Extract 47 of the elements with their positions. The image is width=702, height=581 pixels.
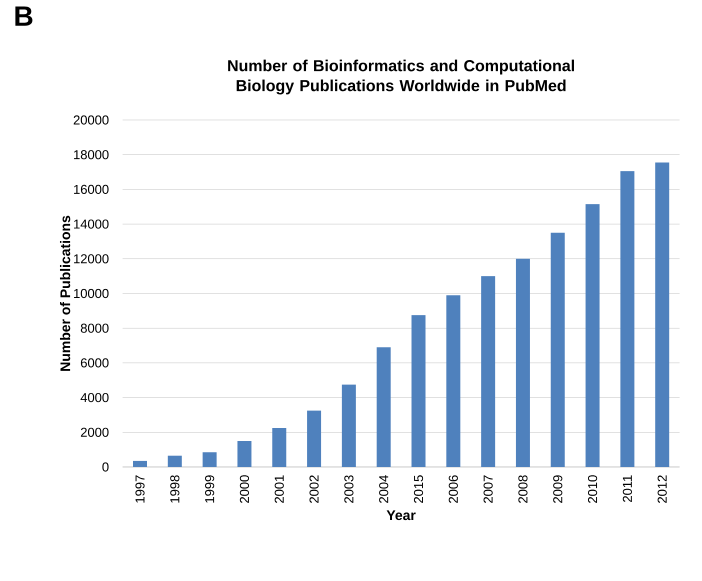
bar bbox=[655, 162, 670, 467]
x-tick-label: 2008 bbox=[518, 475, 528, 503]
x-tick-label: 1997 bbox=[135, 475, 145, 503]
x-tick-label: 1999 bbox=[205, 475, 214, 503]
x-tick-label: 2011 bbox=[622, 475, 632, 502]
y-tick-label: 18000 bbox=[74, 150, 109, 160]
bar bbox=[133, 460, 148, 467]
bar bbox=[586, 204, 600, 467]
x-tick-label: 2002 bbox=[309, 475, 319, 503]
y-tick-label: 16000 bbox=[74, 184, 109, 194]
bar bbox=[237, 440, 252, 467]
bar bbox=[412, 315, 426, 467]
x-tick-label: 2006 bbox=[448, 475, 458, 503]
text: B bbox=[15, 6, 32, 26]
x-tick-label: 1998 bbox=[170, 475, 180, 503]
x-tick-label: 2012 bbox=[658, 475, 667, 503]
bar bbox=[342, 384, 356, 467]
bar bbox=[446, 295, 460, 467]
bar bbox=[376, 347, 391, 467]
y-axis-title: Number of Publications bbox=[60, 216, 70, 371]
bar bbox=[620, 171, 634, 467]
y-tick-label: 12000 bbox=[74, 254, 109, 264]
y-tick-label: 14000 bbox=[74, 219, 109, 229]
y-tick-label: 8000 bbox=[80, 324, 109, 333]
y-tick-label: 4000 bbox=[80, 392, 109, 402]
bar bbox=[481, 276, 496, 467]
bar bbox=[307, 410, 322, 467]
y-tick-label: 2000 bbox=[80, 428, 109, 437]
x-axis-title: Year bbox=[386, 510, 416, 520]
bar bbox=[168, 456, 182, 467]
chart-title: Number of Bioinformatics and Computational Biology Publications Worldwide in PubMed bbox=[228, 60, 574, 94]
bar bbox=[272, 428, 286, 467]
x-tick-label: 2000 bbox=[240, 475, 250, 503]
x-tick-label: 2003 bbox=[344, 475, 354, 503]
x-tick-label: 2015 bbox=[414, 475, 424, 503]
y-tick-label: 10000 bbox=[74, 288, 109, 298]
x-tick-label: 2007 bbox=[484, 475, 493, 503]
x-tick-label: 2001 bbox=[274, 475, 284, 503]
bar bbox=[516, 258, 530, 467]
x-tick-label: 2010 bbox=[588, 475, 598, 503]
bar bbox=[550, 232, 565, 467]
y-tick-label: 6000 bbox=[80, 358, 109, 368]
y-tick-label: 0 bbox=[102, 462, 109, 472]
x-tick-label: 2009 bbox=[553, 475, 562, 503]
x-tick-label: 2004 bbox=[379, 475, 388, 503]
y-tick-label: 20000 bbox=[74, 115, 109, 125]
bar bbox=[202, 452, 217, 467]
